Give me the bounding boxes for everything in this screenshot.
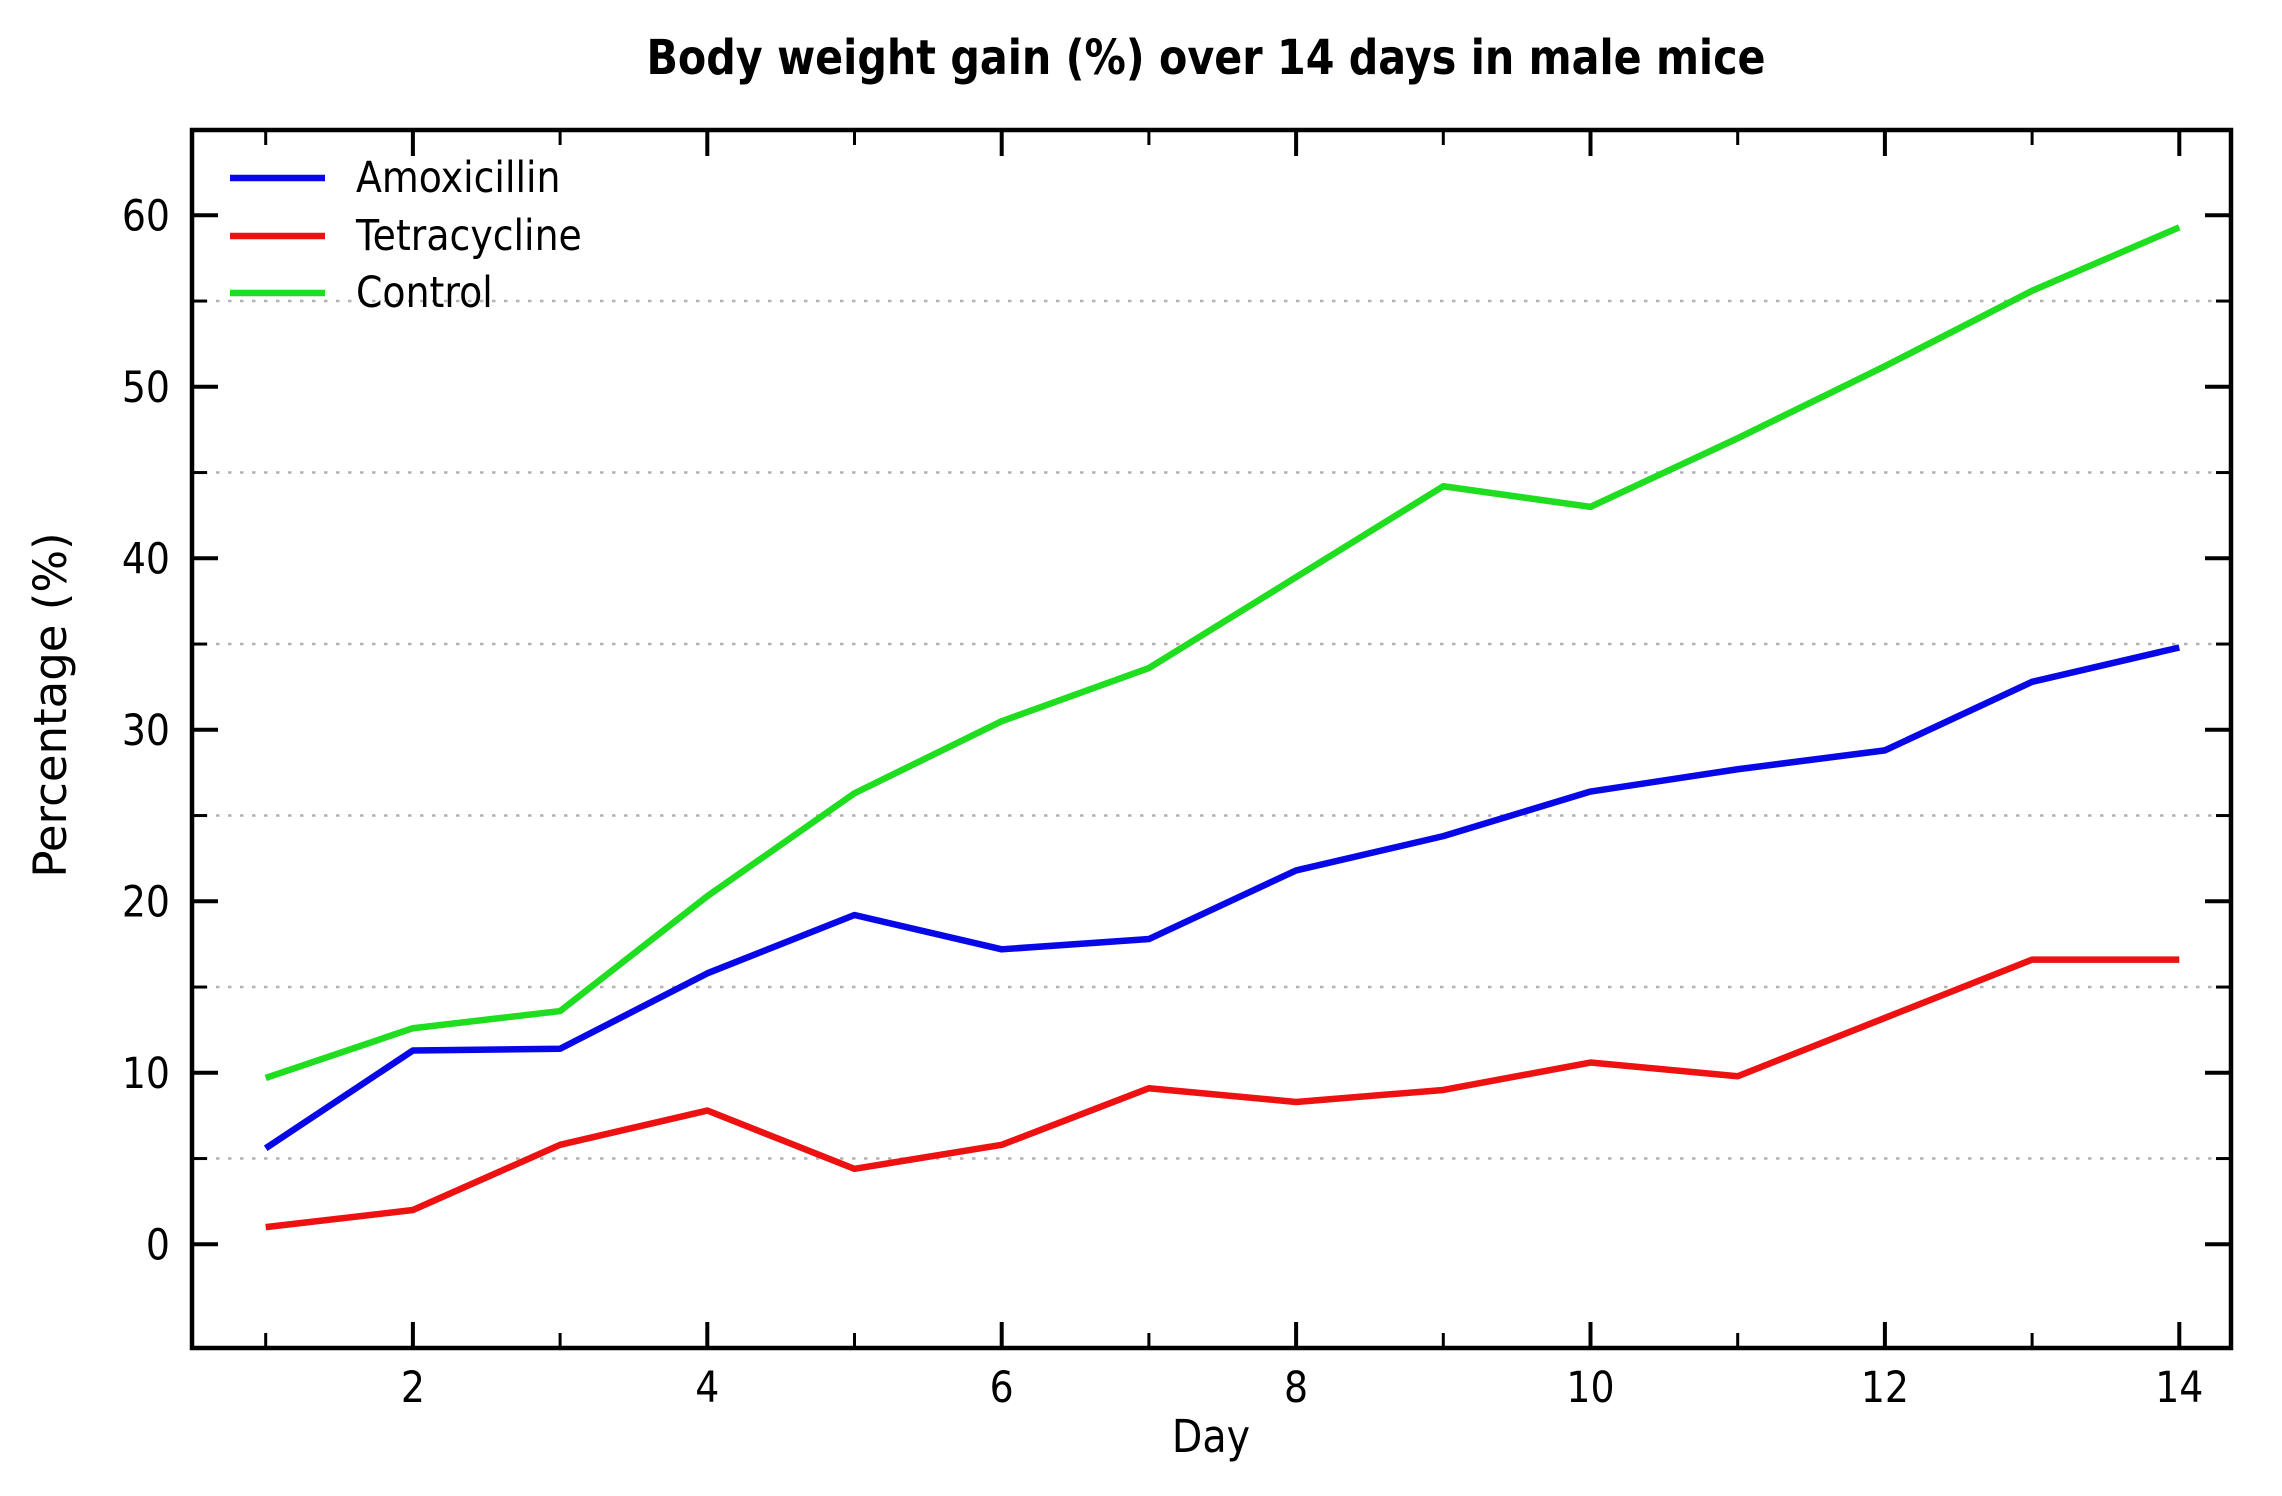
series-line-amoxicillin <box>263 644 2181 1151</box>
ticklabel-layer: 2 4 6 8 10 12 14 0 10 20 30 40 50 60 <box>122 190 2204 1413</box>
legend-item-amoxicillin: Amoxicillin <box>230 152 560 203</box>
axes-layer <box>189 127 2234 1351</box>
series-line-tetracycline <box>265 956 2180 1231</box>
x-tick-label-12: 12 <box>1861 1362 1909 1413</box>
series-line-control <box>264 224 2181 1082</box>
legend-label-tetracycline: Tetracycline <box>355 210 582 261</box>
x-tick-label-4: 4 <box>695 1362 719 1413</box>
x-tick-label-6: 6 <box>990 1362 1014 1413</box>
series-layer <box>263 224 2181 1231</box>
y-axis-label: Percentage (%) <box>24 532 77 877</box>
legend-label-amoxicillin: Amoxicillin <box>356 152 560 203</box>
y-tick-label-50: 50 <box>122 361 170 412</box>
y-tick-label-20: 20 <box>122 876 170 927</box>
y-tick-label-0: 0 <box>146 1219 170 1270</box>
y-tick-label-30: 30 <box>122 704 170 755</box>
plot-spines <box>189 127 2234 1351</box>
x-axis-label: Day <box>1172 1411 1250 1463</box>
x-tick-label-8: 8 <box>1284 1362 1308 1413</box>
y-tick-label-40: 40 <box>122 533 170 584</box>
x-tick-label-14: 14 <box>2155 1362 2203 1413</box>
legend-item-tetracycline: Tetracycline <box>230 210 582 261</box>
legend-item-control: Control <box>230 267 493 318</box>
chart-title: Body weight gain (%) over 14 days in mal… <box>646 29 1765 86</box>
x-tick-label-2: 2 <box>401 1362 425 1413</box>
legend-label-control: Control <box>356 267 493 318</box>
x-tick-label-10: 10 <box>1566 1362 1614 1413</box>
legend: Amoxicillin Tetracycline Control <box>230 152 582 318</box>
y-tick-label-60: 60 <box>122 190 170 241</box>
y-tick-label-10: 10 <box>122 1047 170 1098</box>
